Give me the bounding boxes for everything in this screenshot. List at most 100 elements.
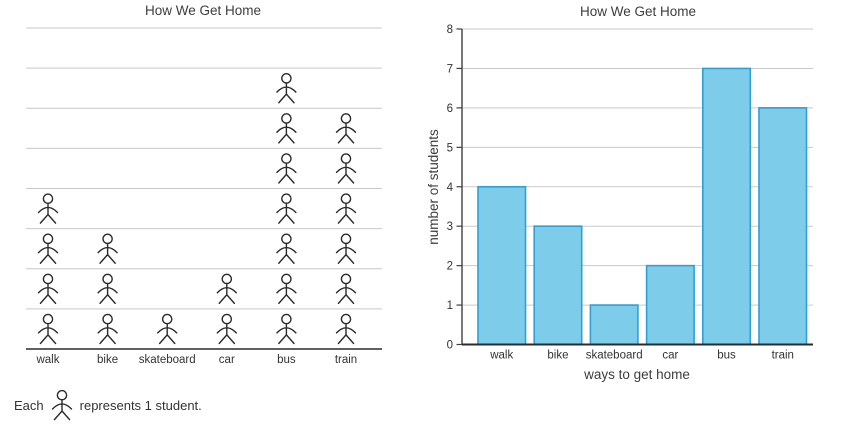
figure-limbs [97,242,118,264]
stick-figure-car [216,273,238,305]
y-tick-label: 0 [447,340,453,352]
y-tick-label: 8 [447,24,453,36]
stick-figure-icon [51,389,72,421]
figure-head [102,313,113,325]
stick-figure-train [335,273,357,305]
figure-head [42,233,54,245]
y-tick-label: 6 [447,103,453,115]
stick-figure-bus [276,193,297,224]
pictograph-key: Each represents 1 student. [14,389,202,421]
stick-figure-train [335,313,357,345]
figure-head [221,273,233,285]
figure-limbs [276,82,297,104]
key-stick-figure [51,389,72,421]
figure-head [281,233,292,245]
figure-limbs [335,122,357,144]
figure-head [42,193,54,204]
figure-limbs [37,322,59,345]
stick-figure-bike [97,273,118,305]
stick-figure-walk [37,233,59,264]
bar-category-label-skateboard: skateboard [586,350,643,362]
figure-limbs [37,282,59,305]
figure-limbs [276,242,297,264]
bar-train [758,107,808,346]
figure-limbs [335,202,357,224]
figure-limbs [97,322,118,345]
figure-head [102,233,113,245]
figure-limbs [335,242,357,264]
y-tick-label: 4 [447,182,454,194]
bar-category-label-train: train [772,350,794,362]
stick-figure-walk [37,273,59,305]
y-tick-label: 3 [447,221,453,233]
stick-figure-bus [276,73,297,104]
pictograph-panel: How We Get Home walk bike skateboard car bus… [14,3,382,421]
pictograph-category-label-bus: bus [277,354,296,366]
figure-head [281,193,292,204]
stick-figure-bus [276,233,297,264]
bar-category-label-bike: bike [547,350,568,362]
y-tick-label: 2 [447,261,453,273]
stick-figure-bus [276,273,297,305]
figure-limbs [156,322,178,345]
figure-head [281,73,292,84]
bar-category-label-walk: walk [489,350,513,362]
pictograph-svg: How We Get Home walk bike skateboard car bus… [26,3,382,366]
figure-limbs [276,202,297,224]
stick-figure-train [335,113,357,144]
bar-chart-svg: How We Get Home walk bike skateboard car bus… [426,4,813,382]
figure-head [281,273,292,285]
figure-head [340,313,352,325]
bar-walk [477,185,527,346]
pictograph-category-label-skateboard: skateboard [139,354,196,366]
y-axis-label: number of students [426,129,441,245]
pictograph-title: How We Get Home [145,3,261,18]
bar-bike [533,225,583,346]
figure-head [221,313,233,325]
figure-head [56,389,67,401]
figure-limbs [276,282,297,305]
bar-car [645,264,695,346]
stick-figure-bike [97,313,118,345]
stick-figure-train [335,153,357,184]
figure-limbs [335,322,357,345]
stick-figure-bike [97,233,118,264]
stick-figure-bus [276,313,297,345]
bar-bus [701,67,752,346]
stick-figure-car [216,313,238,345]
figure-head [161,313,173,325]
figure-head [281,313,292,325]
pictograph-category-label-bike: bike [97,354,118,366]
bar-category-label-car: car [662,350,678,362]
figure-head [340,153,352,164]
y-tick-label: 7 [447,63,453,75]
figure-limbs [51,399,72,421]
x-axis-label: ways to get home [583,367,690,382]
stick-figure-walk [37,313,59,345]
key-prefix-text: Each [14,397,44,413]
stick-figure-bus [276,113,297,144]
figure-limbs [276,162,297,184]
stick-figure-walk [37,193,59,224]
stick-figure-skateboard [156,313,178,345]
figure-limbs [335,162,357,184]
figure-limbs [276,322,297,345]
figure-head [102,273,113,285]
figure-head [281,113,292,124]
figure-head [281,153,292,164]
y-tick-label: 5 [447,142,453,154]
figure-limbs [37,242,59,264]
stick-figure-bus [276,153,297,184]
stick-figure-train [335,233,357,264]
figure-limbs [276,122,297,144]
stick-figure-train [335,193,357,224]
bar-category-label-bus: bus [717,350,736,362]
figure-head [340,273,352,285]
pictograph-category-label-train: train [335,354,357,366]
figure-limbs [97,282,118,305]
pictograph-category-label-walk: walk [35,354,59,366]
figure-head [42,313,54,325]
figure-head [340,113,352,124]
pictograph-category-label-car: car [219,354,235,366]
bar-chart-panel: How We Get Home walk bike skateboard car bus… [424,0,848,443]
